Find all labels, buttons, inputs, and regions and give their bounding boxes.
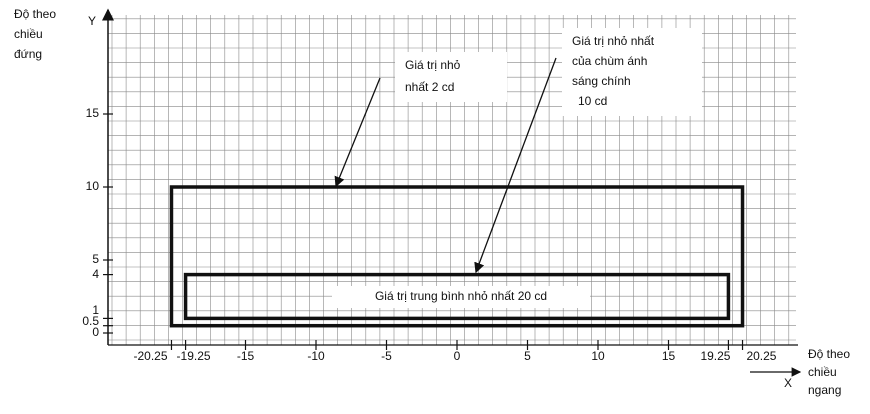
y-tick-label: 1 [92, 303, 99, 317]
annotation: nhất 2 cd [405, 80, 454, 94]
annotation: 10 cd [578, 94, 607, 108]
arrow [334, 77, 381, 188]
annotation: của chùm ánh [572, 54, 647, 68]
annotation-box [332, 286, 590, 308]
x-letter: X [784, 376, 792, 390]
x-tick-label: 10 [591, 349, 605, 363]
x-tick-label: -5 [381, 349, 392, 363]
y-tick-label: 15 [86, 106, 100, 120]
x-label: chiều [808, 365, 837, 379]
x-label: ngang [808, 383, 841, 397]
annotation: sáng chính [572, 74, 631, 88]
arrow [474, 57, 557, 274]
x-tick-label: 0 [454, 349, 461, 363]
x-label: Độ theo [808, 347, 850, 361]
annotation: Giá trị trung bình nhỏ nhất 20 cd [375, 289, 547, 303]
y-tick-label: 5 [92, 252, 99, 266]
y-tick-label: 0 [92, 325, 99, 339]
x-tick-label: -15 [237, 349, 255, 363]
x-tick-label: 20.25 [746, 349, 776, 363]
zone [169, 185, 745, 328]
y-tick-label: 0.5 [82, 314, 99, 328]
x-tick-label: 15 [662, 349, 676, 363]
x-tick-label: -20.25 [134, 349, 168, 363]
x-tick-label: 5 [524, 349, 531, 363]
x-tick-label: 19.25 [700, 349, 730, 363]
annotation-box [562, 28, 702, 116]
annotation: Giá trị nhỏ nhất [572, 34, 655, 48]
y-tick-label: 10 [86, 179, 100, 193]
x-tick-label: -10 [307, 349, 325, 363]
y-label: đứng [14, 47, 42, 61]
y-label: chiều [14, 27, 43, 41]
y-tick-label: 4 [92, 267, 99, 281]
y-letter: Y [88, 14, 96, 28]
zone [183, 272, 731, 321]
y-label: Độ theo [14, 7, 56, 21]
annotation: Giá trị nhỏ [405, 58, 461, 72]
annotation-box [395, 52, 507, 102]
x-tick-label: -19.25 [177, 349, 211, 363]
